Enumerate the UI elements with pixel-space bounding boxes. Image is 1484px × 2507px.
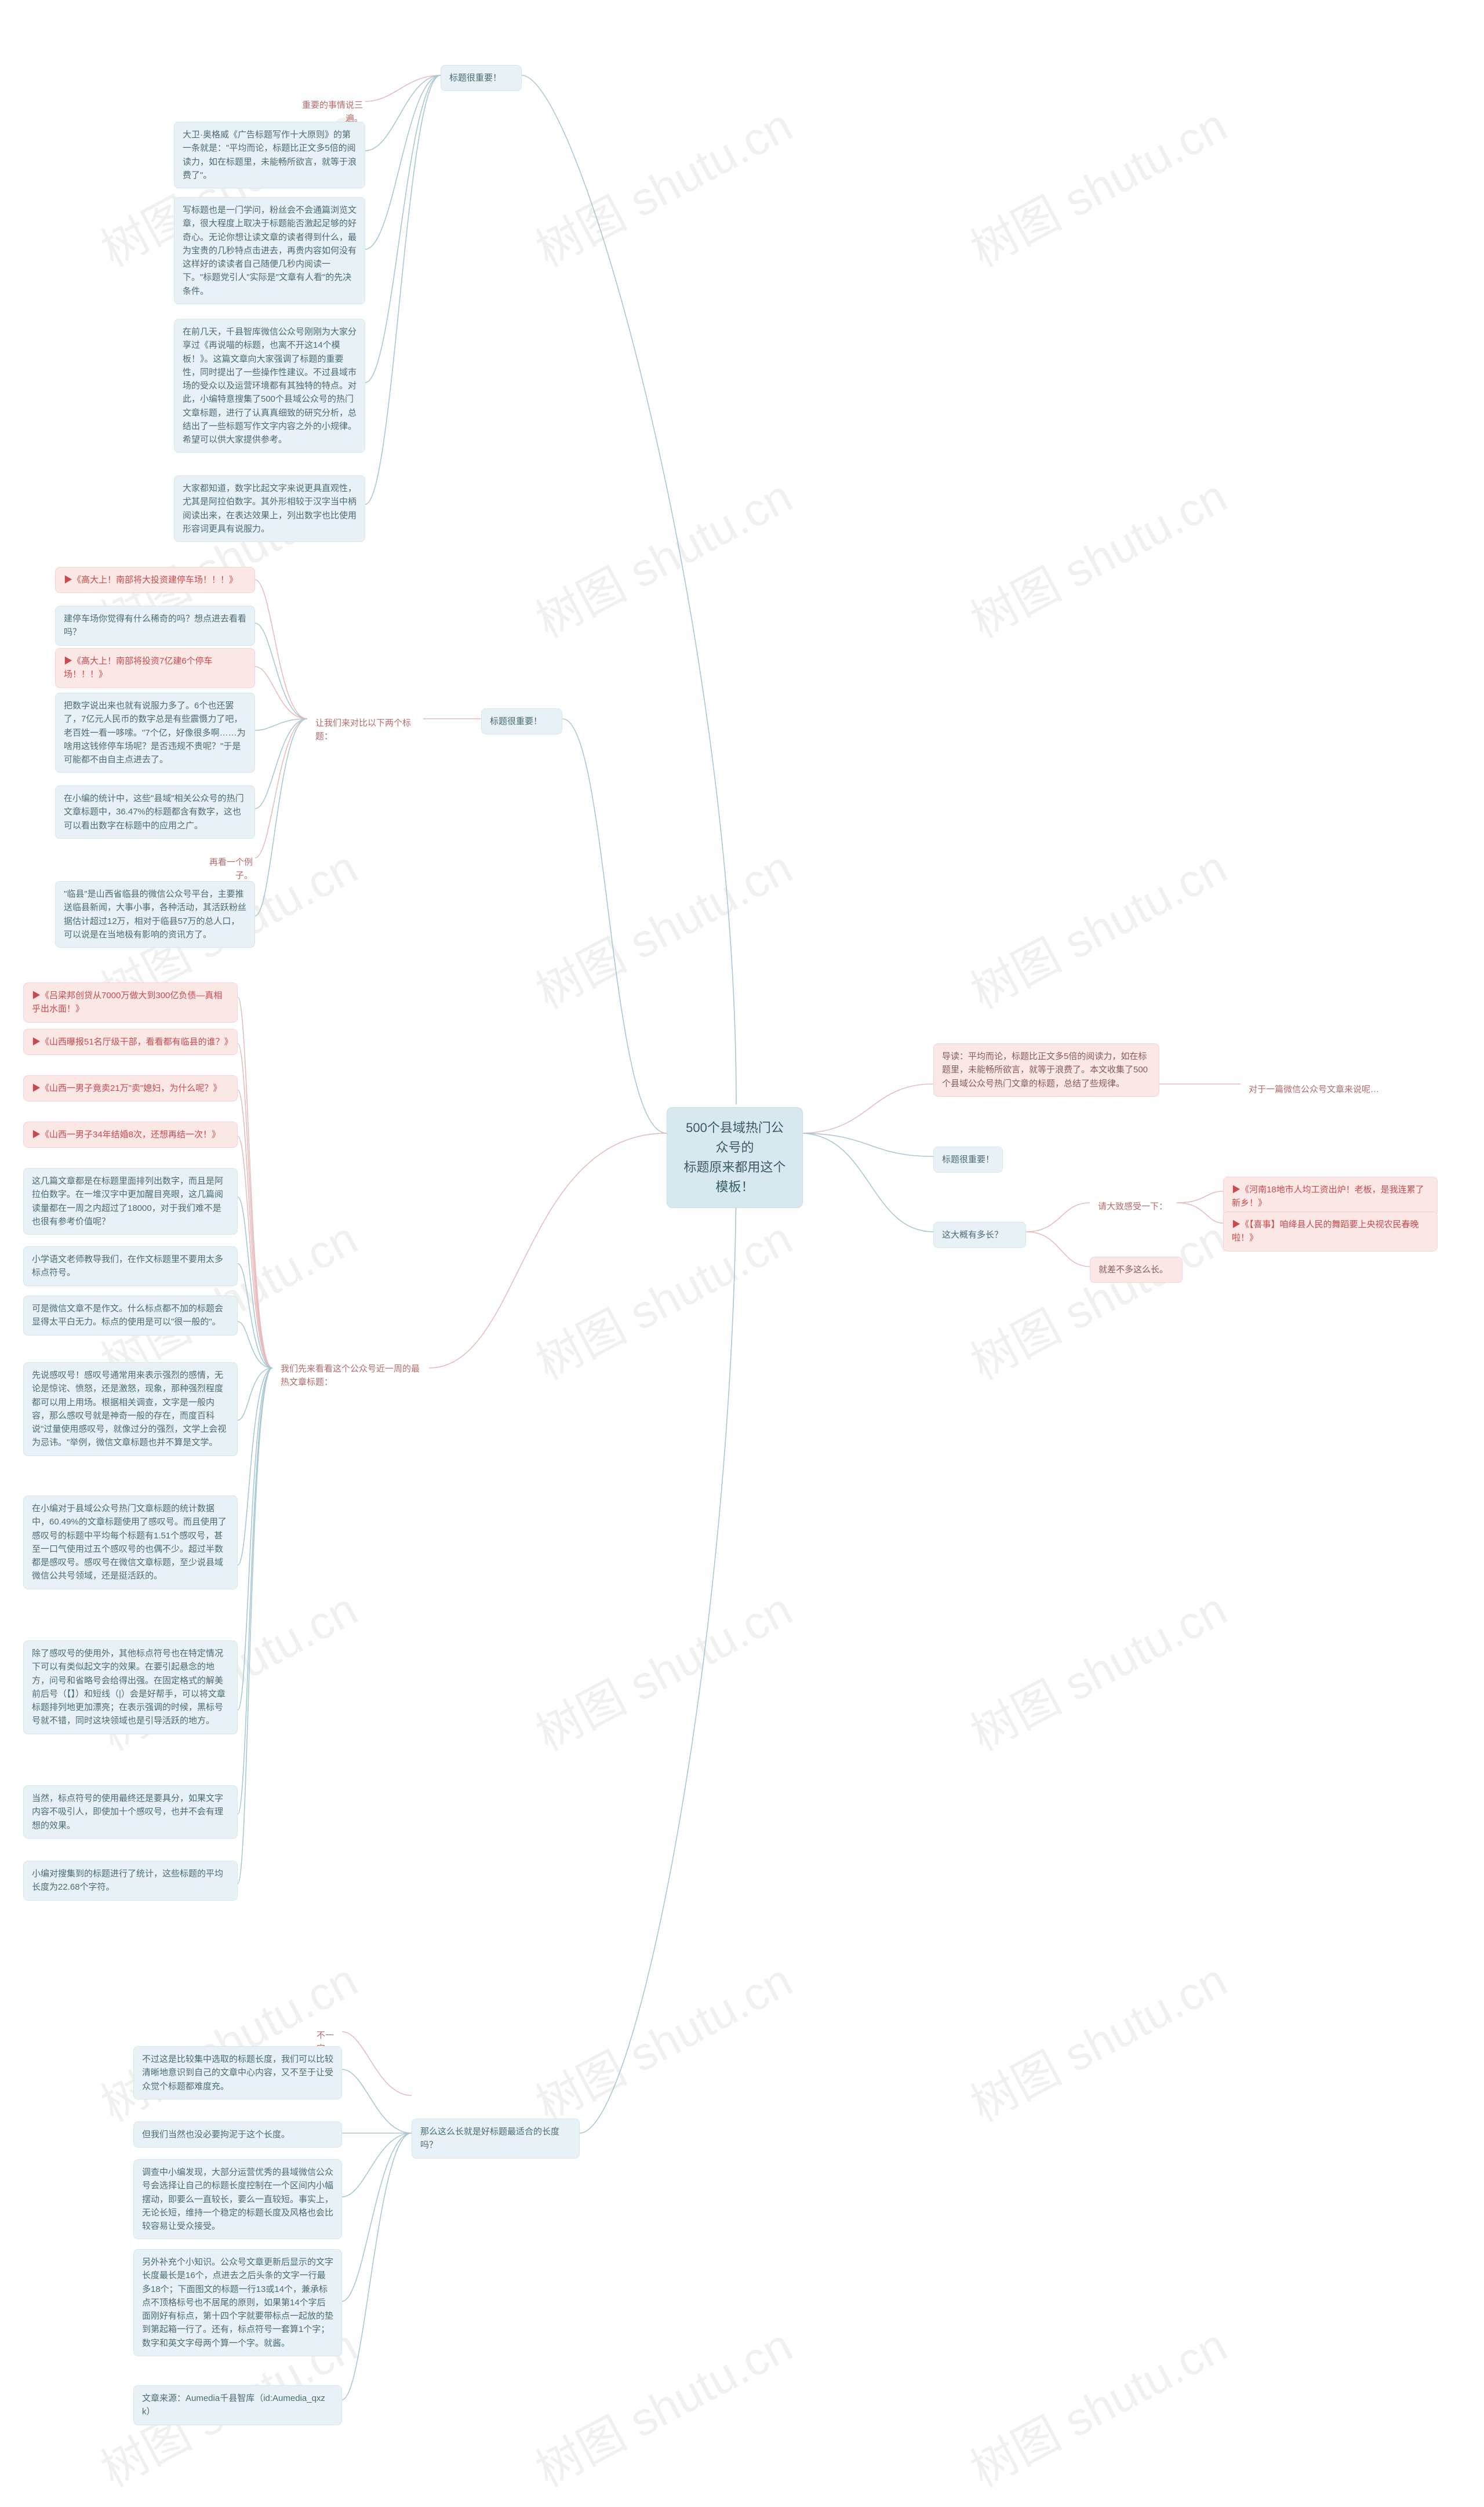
watermark: 树图 shutu.cn	[957, 1573, 1236, 1764]
right-intro-side: 对于一篇微信公众号文章来说呢…	[1241, 1077, 1391, 1102]
watermark: 树图 shutu.cn	[522, 1202, 802, 1393]
watermark: 树图 shutu.cn	[522, 2309, 802, 2500]
watermark: 树图 shutu.cn	[522, 89, 802, 280]
bottom-n3[interactable]: 调查中小编发现，大部分运营优秀的县域微信公众号会选择让自己的标题长度控制在一个区…	[133, 2159, 342, 2239]
left-n8[interactable]: 小编对搜集到的标题进行了统计，这些标题的平均长度为22.68个字符。	[23, 1861, 238, 1901]
watermark: 树图 shutu.cn	[957, 460, 1236, 651]
right-intro[interactable]: 导读：平均而论，标题比正文多5倍的阅读力，如在标题里，未能畅所欲言，就等于浪费了…	[933, 1043, 1159, 1097]
bottom-n4[interactable]: 另外补充个小知识。公众号文章更新后显示的文字长度最长是16个，点进去之后头条的文…	[133, 2249, 342, 2356]
right-title-important[interactable]: 标题很重要！	[933, 1147, 1003, 1173]
bottom-q[interactable]: 那么这么长就是好标题最适合的长度吗？	[412, 2119, 580, 2159]
left-n1[interactable]: 这几篇文章都是在标题里面排列出数字，而且是阿拉伯数字。在一堆汉字中更加醒目亮眼，…	[23, 1168, 238, 1235]
left-bullet-1[interactable]: ▶《山西曝报51名厅级干部，看看都有临县的谁？》	[23, 1029, 238, 1055]
bottom-n1[interactable]: 不过这是比较集中选取的标题长度，我们可以比较清晰地意识到自己的文章中心内容，又不…	[133, 2046, 342, 2100]
top-p3[interactable]: 在前几天，千县智库微信公众号刚刚为大家分享过《再说喵的标题，也离不开这14个模板…	[174, 319, 365, 453]
mid-compare-prompt: 让我们来对比以下两个标题：	[307, 711, 426, 749]
left-n6[interactable]: 除了感叹号的使用外，其他标点符号也在特定情况下可以有类似起文字的效果。在要引起悬…	[23, 1640, 238, 1734]
mid-n1[interactable]: 建停车场你觉得有什么稀奇的吗？想点进去看看吗？	[55, 606, 255, 646]
center-line1: 500个县域热门公众号的	[686, 1120, 784, 1155]
left-intro: 我们先来看看这个公众号近一周的最热文章标题：	[272, 1356, 429, 1395]
right-bullet-1[interactable]: ▶《【喜事】咱绛县人民的舞蹈要上央视农民春晚啦！》	[1223, 1211, 1438, 1251]
left-bullet-2[interactable]: ▶《山西一男子竟卖21万"卖"媳妇，为什么呢？》	[23, 1075, 238, 1101]
left-n3[interactable]: 可是微信文章不是作文。什么标点都不加的标题会显得太平白无力。标点的使用是可以"很…	[23, 1296, 238, 1336]
top-title-important[interactable]: 标题很重要！	[441, 65, 522, 91]
watermark: 树图 shutu.cn	[957, 1944, 1236, 2135]
mid-n2[interactable]: 把数字说出来也就有说服力多了。6个也还罢了，7亿元人民币的数字总是有些震慑力了吧…	[55, 693, 255, 773]
watermark: 树图 shutu.cn	[522, 831, 802, 1022]
top-p2[interactable]: 写标题也是一门学问，粉丝会不会通篇浏览文章，很大程度上取决于标题能否激起足够的好…	[174, 197, 365, 304]
mid-title-important[interactable]: 标题很重要！	[481, 708, 562, 734]
watermark: 树图 shutu.cn	[957, 2309, 1236, 2500]
right-how-long-prompt: 请大致感受一下：	[1090, 1194, 1177, 1219]
mid-n3[interactable]: 在小编的统计中，这些"县域"相关公众号的热门文章标题中，36.47%的标题都含有…	[55, 785, 255, 839]
bottom-n2[interactable]: 但我们当然也没必要拘泥于这个长度。	[133, 2122, 342, 2148]
top-p4[interactable]: 大家都知道，数字比起文字来说更具直观性，尤其是阿拉伯数字。其外形相较于汉字当中柄…	[174, 475, 365, 542]
right-how-long[interactable]: 这大概有多长？	[933, 1222, 1026, 1248]
left-bullet-3[interactable]: ▶《山西一男子34年结婚8次，还想再结一次！》	[23, 1122, 238, 1148]
left-n2[interactable]: 小学语文老师教导我们，在作文标题里不要用太多标点符号。	[23, 1246, 238, 1286]
center-node[interactable]: 500个县域热门公众号的 标题原来都用这个模板！	[667, 1107, 803, 1208]
center-line2: 标题原来都用这个模板！	[683, 1160, 785, 1194]
watermark: 树图 shutu.cn	[522, 1573, 802, 1764]
right-bullet-0[interactable]: ▶《河南18地市人均工资出炉！老板，是我连累了新乡！》	[1223, 1177, 1438, 1217]
mid-b2[interactable]: ▶《高大上！南部将投资7亿建6个停车场！！！》	[55, 648, 255, 688]
top-p1[interactable]: 大卫·奥格威《广告标题写作十大原则》的第一条就是："平均而论，标题比正文多5倍的…	[174, 122, 365, 188]
watermark: 树图 shutu.cn	[522, 1944, 802, 2135]
right-bullets-tail[interactable]: 就差不多这么长。	[1090, 1257, 1183, 1283]
left-n5[interactable]: 在小编对于县域公众号热门文章标题的统计数据中，60.49%的文章标题使用了感叹号…	[23, 1496, 238, 1589]
watermark: 树图 shutu.cn	[957, 831, 1236, 1022]
watermark: 树图 shutu.cn	[522, 460, 802, 651]
left-bullet-0[interactable]: ▶《吕梁邦创贷从7000万做大到300亿负债—真相乎出水面！》	[23, 983, 238, 1023]
watermark: 树图 shutu.cn	[957, 89, 1236, 280]
mid-b1[interactable]: ▶《高大上！南部将大投资建停车场！！！》	[55, 567, 255, 593]
left-n7[interactable]: 当然，标点符号的使用最终还是要具分，如果文字内容不吸引人，即使加十个感叹号，也并…	[23, 1785, 238, 1839]
bottom-n5[interactable]: 文章来源：Aumedia千县智库（id:Aumedia_qxzk）	[133, 2385, 342, 2425]
mid-n5[interactable]: "临县"是山西省临县的微信公众号平台，主要推送临县新闻，大事小事，各种活动，其活…	[55, 881, 255, 948]
left-n4[interactable]: 先说感叹号！感叹号通常用来表示强烈的感情，无论是惊诧、愤怒，还是激怒，现象，那种…	[23, 1362, 238, 1456]
